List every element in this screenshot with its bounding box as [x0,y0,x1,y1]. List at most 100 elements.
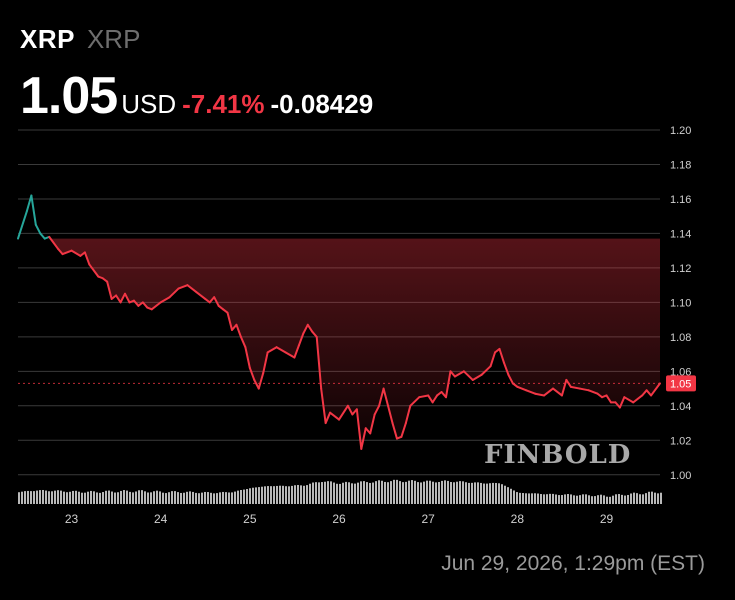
price-line-segment [88,263,100,278]
volume-bar [600,494,602,504]
volume-bar [90,490,92,504]
price-line-segment [239,335,247,349]
volume-bar [384,481,386,504]
volume-bar [39,490,41,504]
volume-bar [267,486,269,504]
volume-bar [519,492,521,504]
volume-bar [345,481,347,504]
y-tick-label: 1.04 [670,401,691,413]
volume-bar [264,486,266,504]
price-line-segment [262,351,269,375]
volume-bar [87,491,89,504]
price-line-segment [427,394,434,404]
price-line-segment [70,249,82,257]
volume-bar [318,482,320,504]
y-tick-label: 1.20 [670,125,691,137]
volume-bar [549,493,551,504]
volume-bar [321,482,323,504]
volume-bar [57,490,59,504]
price-line-segment [150,301,162,311]
volume-bar [291,485,293,504]
price-line-segment [297,332,305,347]
y-tick-label: 1.10 [670,297,691,309]
y-tick-label: 1.16 [670,194,691,206]
asset-name: XRP [86,24,141,54]
y-tick-label: 1.12 [670,263,691,275]
price-line-segment [578,387,590,392]
volume-bar [360,481,362,504]
volume-bar [591,496,593,504]
price-line-segment [378,387,385,407]
price-line-segment [83,251,91,266]
volume-bar [192,491,194,504]
volume-bar [306,485,308,504]
volume-bar [576,495,578,504]
volume-bar [147,492,149,504]
price-area [18,238,660,449]
volume-bar [522,493,524,504]
volume-bar [501,484,503,504]
price-line-segment [462,370,474,381]
volume-bar [642,494,644,504]
volume-bar [132,492,134,504]
volume-bar [324,481,326,504]
price-line-segment [17,210,28,240]
price-line-segment [119,292,126,304]
volume-bar [186,491,188,504]
volume-bar [375,481,377,504]
volume-bar [444,480,446,504]
volume-bar [657,493,659,504]
volume-bar [141,490,143,504]
volume-bar [555,494,557,504]
volume-bar [660,492,662,504]
volume-bar [615,494,617,504]
volume-bar [255,487,257,504]
volume-bar [453,482,455,504]
price-line-segment [507,373,514,385]
volume-bar [456,481,458,504]
price-line-segment [525,389,537,395]
volume-bar [582,494,584,504]
price-line-segment [355,408,363,450]
volume-bar [228,492,230,504]
price-line-segment [115,294,122,304]
volume-bar [84,492,86,504]
volume-bar [348,482,350,504]
volume-bar [288,486,290,504]
volume-bar [243,489,245,504]
volume-bar [513,490,515,504]
price-line-segment [534,392,546,397]
volume-bar [330,481,332,504]
volume-bar [342,482,344,504]
volume-bar [261,486,263,504]
price-line-segment [34,223,42,235]
volume-bar [225,492,227,504]
volume-bar [636,493,638,504]
volume-bar [63,491,65,504]
volume-bar [252,487,254,504]
volume-bar [645,493,647,504]
price-line-segment [338,404,349,421]
price-line-segment [320,387,327,425]
volume-bar [309,483,311,504]
price-line-segment [57,247,64,256]
price-line-segment [453,370,465,378]
volume-bar [24,491,26,504]
x-tick-label: 24 [154,512,168,526]
volume-bar [75,490,77,504]
volume-bar [609,496,611,504]
volume-bar [435,482,437,504]
price-line-segment [431,394,439,404]
volume-bar [213,493,215,504]
price-line-segment [618,396,626,409]
price-line-segment [605,394,612,404]
volume-bar [93,491,95,504]
volume-bar [99,492,101,504]
volume-bar [177,492,179,504]
volume-bar [381,480,383,504]
y-tick-label: 1.14 [670,228,691,240]
volume-bar [279,485,281,504]
volume-bar [633,492,635,504]
volume-bar [546,494,548,504]
volume-bar [174,491,176,504]
